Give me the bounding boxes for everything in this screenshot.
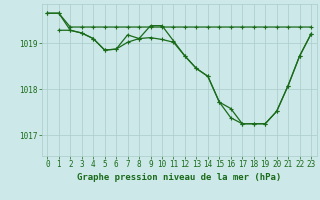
X-axis label: Graphe pression niveau de la mer (hPa): Graphe pression niveau de la mer (hPa) <box>77 173 281 182</box>
